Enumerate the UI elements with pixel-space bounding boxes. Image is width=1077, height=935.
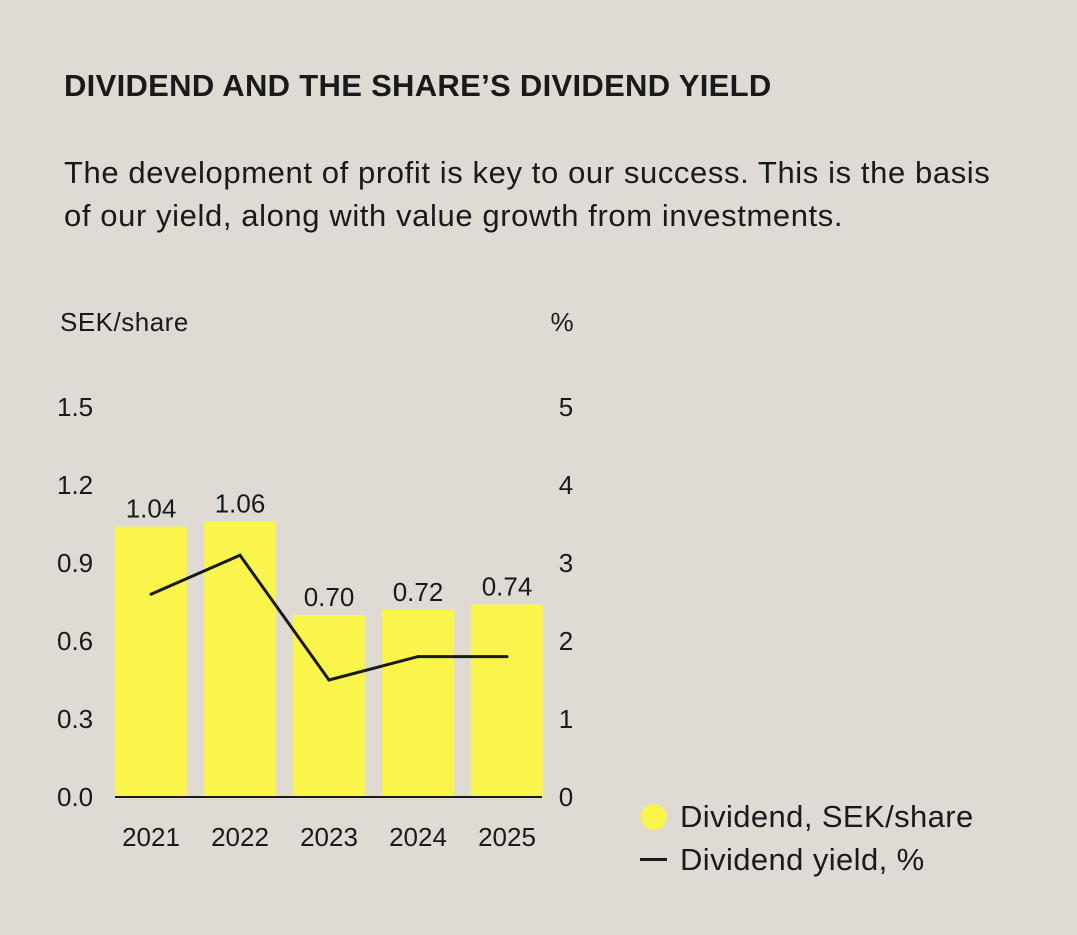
bar-value-label: 1.06 — [215, 488, 266, 518]
bar-2024 — [382, 609, 454, 797]
legend: Dividend, SEK/share Dividend yield, % — [640, 795, 974, 881]
left-tick-label: 1.2 — [57, 470, 93, 500]
chart-subtitle: The development of profit is key to our … — [64, 155, 991, 233]
bar-value-label: 0.70 — [304, 582, 355, 612]
x-tick-label: 2024 — [389, 822, 447, 852]
legend-swatch-yield — [640, 858, 667, 861]
yield-point-2022 — [238, 553, 242, 557]
right-tick-label: 2 — [559, 626, 573, 656]
legend-label-yield: Dividend yield, % — [680, 841, 925, 877]
chart-title: DIVIDEND AND THE SHARE’S DIVIDEND YIELD — [64, 68, 772, 103]
bar-2021 — [115, 526, 187, 797]
yield-point-2025 — [505, 655, 509, 659]
right-tick-label: 4 — [559, 470, 573, 500]
x-tick-label: 2022 — [211, 822, 269, 852]
line-series — [149, 553, 509, 682]
x-tick-label: 2023 — [300, 822, 358, 852]
yield-point-2021 — [149, 592, 153, 596]
right-tick-label: 0 — [559, 782, 573, 812]
x-tick-label: 2021 — [122, 822, 180, 852]
right-tick-label: 5 — [559, 392, 573, 422]
yield-point-2023 — [327, 678, 331, 682]
yield-point-2024 — [416, 655, 420, 659]
x-tick-label: 2025 — [478, 822, 536, 852]
bar-value-label: 0.74 — [482, 572, 533, 602]
bar-series: 1.04 1.06 0.70 0.72 0.74 — [115, 488, 543, 797]
right-tick-label: 3 — [559, 548, 573, 578]
right-axis-label: % — [550, 307, 573, 337]
bar-value-label: 0.72 — [393, 577, 444, 607]
left-axis-label: SEK/share — [60, 307, 189, 337]
axis-ticks: 0.0 0.3 0.6 0.9 1.2 1.5 0 1 2 3 4 5 2021 2022 2023 2024… — [57, 392, 573, 852]
bar-value-label: 1.04 — [126, 494, 177, 524]
bar-2025 — [471, 604, 543, 797]
legend-swatch-dividend — [641, 803, 667, 830]
left-tick-label: 1.5 — [57, 392, 93, 422]
left-tick-label: 0.3 — [57, 704, 93, 734]
left-tick-label: 0.0 — [57, 782, 93, 812]
bar-2022 — [204, 521, 276, 797]
left-tick-label: 0.9 — [57, 548, 93, 578]
legend-item-yield: Dividend yield, % — [640, 838, 974, 881]
left-tick-label: 0.6 — [57, 626, 93, 656]
legend-item-dividend: Dividend, SEK/share — [640, 795, 974, 838]
right-tick-label: 1 — [559, 704, 573, 734]
legend-label-dividend: Dividend, SEK/share — [680, 798, 974, 834]
